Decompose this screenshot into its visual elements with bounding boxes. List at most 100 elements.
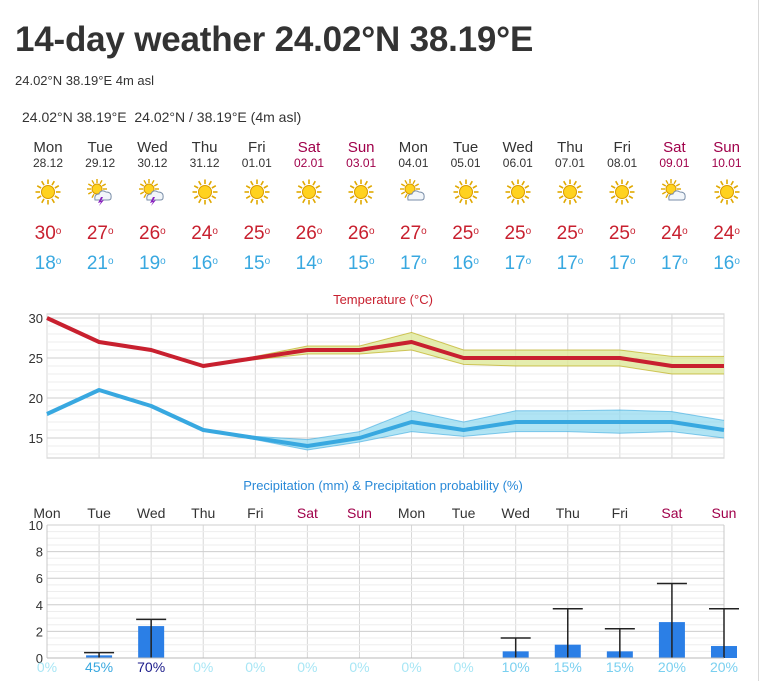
- sun-icon: [231, 178, 283, 211]
- min-temp: 17o: [556, 253, 584, 274]
- precip-probability-label: 0%: [401, 659, 421, 675]
- precip-day-label: Thu: [191, 505, 215, 521]
- max-temp: 27o: [86, 223, 114, 244]
- precip-day-label: Sun: [347, 505, 372, 521]
- day-name: Wed: [502, 139, 534, 156]
- precip-probability-label: 0%: [245, 659, 265, 675]
- day-name: Fri: [248, 139, 266, 156]
- min-temp: 17o: [400, 253, 427, 274]
- day-name: Tue: [452, 139, 479, 156]
- min-temp: 17o: [661, 253, 688, 274]
- max-temp: 26o: [139, 223, 166, 244]
- precip-probability-label: 45%: [85, 659, 113, 675]
- precip-probability-label: 20%: [710, 659, 738, 675]
- day-name: Thu: [557, 139, 583, 156]
- day-name: Sun: [347, 139, 375, 156]
- precip-day-label: Fri: [247, 505, 263, 521]
- sun-icon: [283, 178, 335, 211]
- min-temp: 16o: [713, 253, 740, 274]
- day-name: Wed: [137, 139, 168, 156]
- max-temp: 30o: [34, 223, 62, 244]
- day-date: 30.12: [137, 156, 168, 170]
- day-name: Sat: [663, 139, 686, 156]
- day-name: Mon: [398, 139, 428, 156]
- max-temp: 24o: [191, 223, 218, 244]
- max-temp: 25o: [608, 223, 636, 244]
- precip-probability-label: 0%: [453, 659, 473, 675]
- temp-y-tick-label: 15: [29, 431, 43, 446]
- precip-day-label: Thu: [556, 505, 580, 521]
- min-temp: 14o: [295, 253, 323, 274]
- page-title: 14-day weather 24.02°N 38.19°E: [15, 20, 534, 59]
- precip-day-label: Wed: [501, 505, 530, 521]
- precip-day-label: Wed: [137, 505, 166, 521]
- max-temp: 26o: [347, 223, 375, 244]
- day-date: 08.01: [607, 156, 638, 170]
- day-date: 10.01: [711, 156, 742, 170]
- day-column: Sun 10.01 24o 16o: [701, 140, 753, 275]
- precip-probability-label: 0%: [297, 659, 317, 675]
- min-temp: 18o: [34, 253, 62, 274]
- precip-probability-label: 15%: [554, 659, 582, 675]
- day-date: 02.01: [293, 156, 325, 170]
- min-temp: 16o: [452, 253, 479, 274]
- precip-probability-label: 10%: [502, 659, 530, 675]
- max-temp: 25o: [243, 223, 271, 244]
- temp-y-tick-label: 20: [29, 391, 43, 406]
- day-date: 29.12: [85, 156, 116, 170]
- day-date: 01.01: [241, 156, 272, 170]
- day-column: Tue 29.12 27o 21o: [74, 140, 126, 275]
- precip-probability-label: 20%: [658, 659, 686, 675]
- precip-day-label: Mon: [33, 505, 60, 521]
- max-temp: 24o: [713, 223, 740, 244]
- location-label: 24.02°N 38.19°E: [22, 109, 127, 125]
- temp-chart-title: Temperature (°C): [333, 292, 433, 307]
- temp-line-min: [46, 388, 725, 448]
- page-subtitle: 24.02°N 38.19°E 4m asl: [15, 73, 155, 88]
- day-date: 03.01: [346, 156, 377, 170]
- precip-y-tick-label: 6: [36, 571, 43, 586]
- max-temp: 26o: [295, 223, 323, 244]
- temp-y-tick-label: 25: [29, 351, 43, 366]
- day-column: Mon 28.12 30o 18o: [22, 140, 74, 275]
- precip-day-label: Mon: [398, 505, 425, 521]
- sun-cloud-thunder-icon: [126, 178, 178, 211]
- day-date: 07.01: [554, 156, 586, 170]
- day-column: Fri 08.01 25o 17o: [596, 140, 648, 275]
- precip-probability-label: 0%: [193, 659, 213, 675]
- day-date: 09.01: [659, 156, 690, 170]
- location-elevation: (4m asl): [250, 109, 302, 125]
- temp-line-max: [46, 316, 724, 368]
- precip-day-label: Fri: [612, 505, 628, 521]
- sun-icon: [544, 178, 596, 211]
- precip-probability-label: 70%: [137, 659, 165, 675]
- precip-day-label: Sun: [712, 505, 737, 521]
- sun-icon: [179, 178, 231, 211]
- day-column: Wed 30.12 26o 19o: [126, 140, 178, 275]
- sun-icon: [492, 178, 544, 211]
- max-temp: 27o: [400, 223, 427, 244]
- precip-day-label: Tue: [87, 505, 111, 521]
- min-temp: 19o: [139, 253, 166, 274]
- day-name: Thu: [191, 139, 218, 156]
- sun-icon: [335, 178, 387, 211]
- day-date: 05.01: [450, 156, 481, 170]
- precip-probability-label: 0%: [37, 659, 57, 675]
- precip-probability-label: 15%: [606, 659, 634, 675]
- sun-cloud-icon: [648, 178, 700, 211]
- precip-chart-title: Precipitation (mm) & Precipitation proba…: [243, 478, 523, 493]
- min-temp: 16o: [191, 253, 218, 274]
- day-column: Sat 09.01 24o 17o: [648, 140, 700, 275]
- max-temp: 25o: [556, 223, 584, 244]
- day-column: Sun 03.01 26o 15o: [335, 140, 387, 275]
- sun-icon: [701, 178, 753, 211]
- day-date: 04.01: [398, 156, 429, 170]
- sun-icon: [440, 178, 492, 211]
- max-temp: 24o: [661, 223, 688, 244]
- day-column: Mon 04.01 27o 17o: [387, 140, 439, 275]
- location-line: 24.02°N 38.19°E 24.02°N / 38.19°E (4m as…: [22, 109, 301, 125]
- day-column: Fri 01.01 25o 15o: [231, 140, 283, 275]
- precip-probability-label: 0%: [349, 659, 369, 675]
- day-name: Tue: [87, 139, 113, 156]
- day-column: Tue 05.01 25o 16o: [440, 140, 492, 275]
